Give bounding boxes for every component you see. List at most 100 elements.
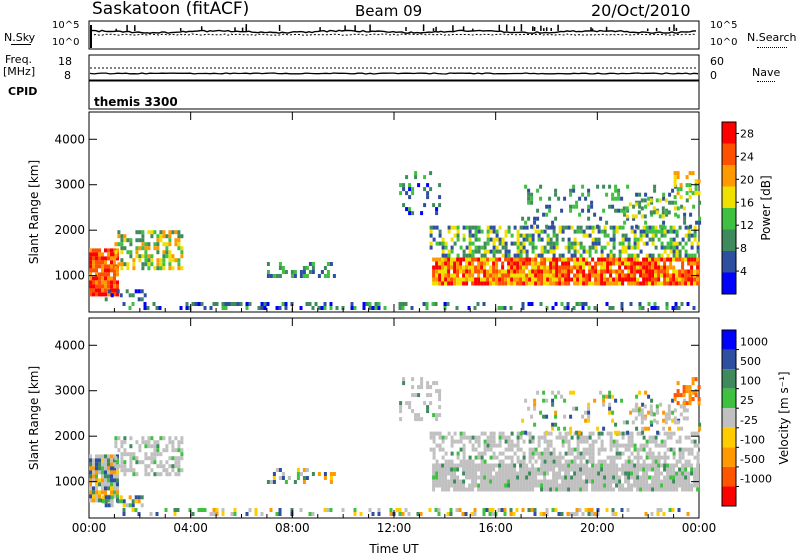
velocity-cell bbox=[648, 487, 652, 492]
power-cell bbox=[98, 292, 101, 297]
power-cell bbox=[107, 292, 110, 297]
velocity-cell bbox=[104, 470, 107, 475]
velocity-cell bbox=[684, 487, 688, 492]
velocity-cell bbox=[681, 451, 685, 456]
velocity-cell bbox=[576, 439, 580, 444]
velocity-cell bbox=[120, 464, 124, 469]
power-cell bbox=[203, 306, 207, 310]
velocity-cell bbox=[432, 439, 436, 444]
power-cell bbox=[606, 257, 610, 262]
power-cell bbox=[587, 204, 591, 209]
velocity-cell bbox=[156, 452, 160, 457]
power-cell bbox=[432, 277, 436, 282]
noise-left-tick-top: 10^5 bbox=[52, 20, 80, 31]
power-cell bbox=[450, 277, 454, 282]
power-cell bbox=[522, 277, 526, 282]
velocity-cell bbox=[483, 443, 487, 448]
velocity-cell bbox=[696, 475, 700, 480]
power-cell bbox=[612, 261, 616, 266]
power-cell bbox=[504, 277, 508, 282]
velocity-cell bbox=[663, 467, 667, 472]
velocity-cell bbox=[489, 455, 493, 460]
velocity-cell bbox=[507, 447, 511, 452]
velocity-cell bbox=[180, 452, 184, 457]
power-cell bbox=[447, 249, 451, 254]
velocity-cell bbox=[564, 435, 568, 440]
velocity-cell bbox=[696, 451, 700, 456]
velocity-cell bbox=[513, 475, 517, 480]
velocity-cell bbox=[507, 463, 511, 468]
velocity-cell bbox=[528, 431, 532, 436]
power-cell bbox=[317, 274, 321, 278]
power-cell bbox=[687, 229, 691, 234]
velocity-cell bbox=[407, 512, 411, 516]
velocity-cell bbox=[500, 508, 504, 512]
power-cell bbox=[89, 268, 92, 273]
power-cell bbox=[684, 273, 688, 278]
power-cell bbox=[89, 280, 92, 285]
velocity-cell bbox=[660, 479, 664, 484]
velocity-cell bbox=[588, 435, 592, 440]
power-cell bbox=[537, 229, 541, 234]
power-cell bbox=[614, 196, 618, 201]
power-cell bbox=[690, 269, 694, 274]
velocity-cell bbox=[636, 463, 640, 468]
velocity-cell bbox=[673, 408, 677, 413]
power-cell bbox=[600, 265, 604, 270]
velocity-cell bbox=[159, 472, 163, 477]
velocity-cell bbox=[576, 447, 580, 452]
power-cell bbox=[576, 273, 580, 278]
power-cell bbox=[552, 257, 556, 262]
velocity-cell bbox=[579, 483, 583, 488]
velocity-cell bbox=[450, 479, 454, 484]
velocity-cell bbox=[561, 455, 565, 460]
y-axis-label: Slant Range [km] bbox=[27, 366, 41, 470]
power-cell bbox=[471, 241, 475, 246]
power-cell bbox=[507, 253, 511, 258]
velocity-cell bbox=[266, 480, 270, 484]
power-cell bbox=[612, 229, 616, 234]
power-cell bbox=[666, 229, 670, 234]
velocity-cell bbox=[609, 471, 613, 476]
velocity-cell bbox=[156, 444, 160, 449]
power-cell bbox=[617, 192, 621, 197]
velocity-cell bbox=[527, 406, 531, 411]
power-cell bbox=[110, 252, 113, 257]
velocity-cell bbox=[566, 512, 570, 516]
power-cell bbox=[579, 225, 583, 230]
velocity-cell bbox=[122, 508, 126, 512]
power-cell bbox=[120, 250, 124, 255]
power-cell bbox=[543, 261, 547, 266]
power-cell bbox=[639, 249, 643, 254]
velocity-cell bbox=[631, 408, 635, 413]
power-cell bbox=[651, 241, 655, 246]
power-cell bbox=[625, 206, 629, 211]
velocity-cell bbox=[606, 483, 610, 488]
velocity-cell bbox=[95, 466, 98, 471]
velocity-cell bbox=[669, 471, 673, 476]
power-cell bbox=[528, 233, 532, 238]
power-cell bbox=[188, 306, 192, 310]
power-cell bbox=[110, 268, 113, 273]
velocity-cell bbox=[643, 404, 647, 409]
power-cell bbox=[662, 224, 666, 229]
power-cell bbox=[141, 262, 145, 267]
velocity-cell bbox=[537, 467, 541, 472]
velocity-cell bbox=[456, 475, 460, 480]
power-cell bbox=[594, 281, 598, 286]
velocity-cell bbox=[549, 443, 553, 448]
velocity-cell bbox=[504, 475, 508, 480]
velocity-cell bbox=[480, 483, 484, 488]
velocity-cell bbox=[645, 471, 649, 476]
power-cell bbox=[546, 277, 550, 282]
power-cell bbox=[555, 245, 559, 250]
velocity-cell bbox=[666, 431, 670, 436]
velocity-cell bbox=[615, 475, 619, 480]
power-cell bbox=[609, 277, 613, 282]
velocity-cell bbox=[537, 479, 541, 484]
power-cell bbox=[320, 270, 324, 274]
velocity-cell bbox=[627, 435, 631, 440]
velocity-cell bbox=[606, 475, 610, 480]
velocity-cell bbox=[144, 452, 148, 457]
power-cell bbox=[606, 281, 610, 286]
